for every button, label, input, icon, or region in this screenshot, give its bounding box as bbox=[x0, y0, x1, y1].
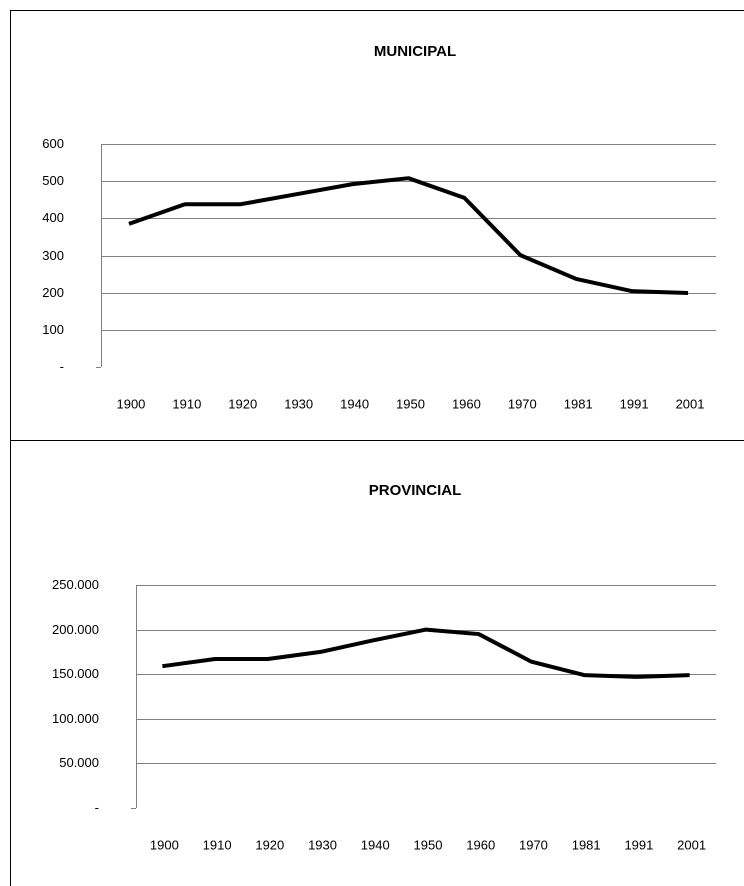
y-tick-label: 600 bbox=[42, 136, 64, 151]
x-tick-label: 1930 bbox=[308, 837, 337, 852]
y-tick-label: 100 bbox=[42, 322, 64, 337]
line-series bbox=[128, 176, 689, 296]
x-tick-label: 1981 bbox=[564, 396, 593, 411]
y-tick-label: 200.000 bbox=[52, 622, 99, 637]
y-tick-label: 400 bbox=[42, 210, 64, 225]
x-tick-label: 1940 bbox=[361, 837, 390, 852]
x-tick-label: 1991 bbox=[624, 837, 653, 852]
y-tick-label: 250.000 bbox=[52, 577, 99, 592]
y-tick-label: 200 bbox=[42, 285, 64, 300]
x-tick-label: 2001 bbox=[677, 837, 706, 852]
x-tick-label: 1960 bbox=[466, 837, 495, 852]
x-tick-label: 1920 bbox=[255, 837, 284, 852]
x-tick-label: 1920 bbox=[228, 396, 257, 411]
x-tick-label: 1910 bbox=[203, 837, 232, 852]
y-tick-label: 100.000 bbox=[52, 711, 99, 726]
x-tick-label: 1991 bbox=[620, 396, 649, 411]
x-tick-label: 1950 bbox=[396, 396, 425, 411]
x-tick-label: 1960 bbox=[452, 396, 481, 411]
x-tick-label: 1981 bbox=[572, 837, 601, 852]
x-tick-label: 1970 bbox=[508, 396, 537, 411]
y-tick-label: - bbox=[60, 359, 64, 374]
x-tick-label: 1950 bbox=[414, 837, 443, 852]
x-tick-label: 1930 bbox=[284, 396, 313, 411]
line-series bbox=[162, 627, 690, 679]
x-tick-label: 1910 bbox=[172, 396, 201, 411]
x-tick-label: 2001 bbox=[676, 396, 705, 411]
chart-title: MUNICIPAL bbox=[374, 43, 456, 60]
x-tick-label: 1900 bbox=[116, 396, 145, 411]
x-tick-label: 1940 bbox=[340, 396, 369, 411]
y-tick-label: - bbox=[95, 800, 99, 815]
y-tick-label: 300 bbox=[42, 248, 64, 263]
y-tick-label: 150.000 bbox=[52, 666, 99, 681]
y-tick-label: 50.000 bbox=[59, 755, 99, 770]
x-tick-label: 1900 bbox=[150, 837, 179, 852]
y-tick-label: 500 bbox=[42, 173, 64, 188]
chart-title: PROVINCIAL bbox=[369, 482, 462, 499]
x-tick-label: 1970 bbox=[519, 837, 548, 852]
